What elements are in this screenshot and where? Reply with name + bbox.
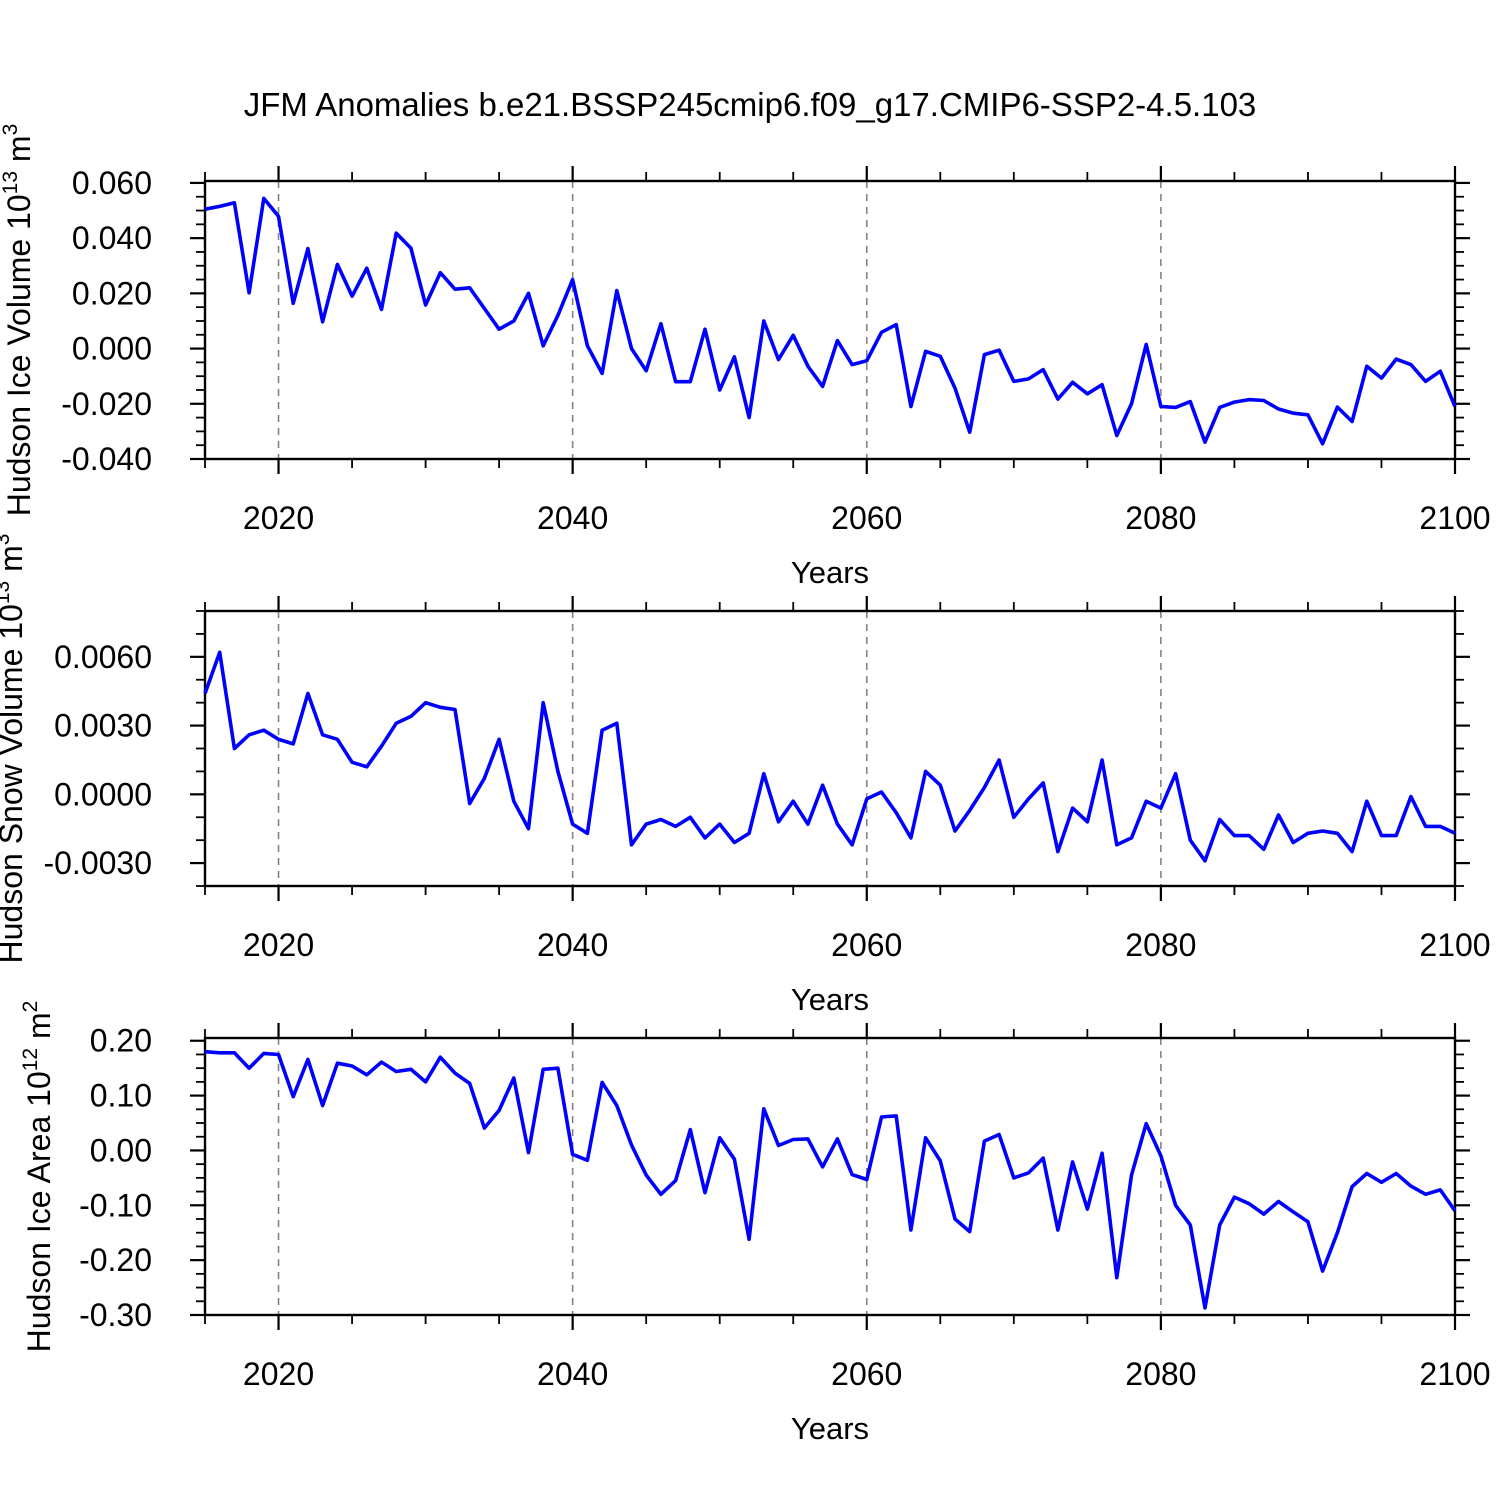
y-major-ticks: 0.0060 0.0030 0.0000 -0.0030 [43,639,1470,881]
y-tick-label: 0.0030 [54,708,152,744]
y-tick-label: -0.040 [61,441,152,477]
x-gridlines [277,1038,1162,1315]
x-gridlines [277,181,1162,459]
y-tick-label: -0.20 [79,1242,152,1278]
x-tick-label: 2100 [1419,927,1490,963]
y-major-ticks: 0.20 0.10 0.00 -0.10 -0.20 -0.30 [79,1023,1470,1333]
x-tick-label: 2020 [243,500,314,536]
series-line [203,650,1456,863]
x-tick-label: 2080 [1125,500,1196,536]
x-tick-label: 2100 [1419,1356,1490,1392]
x-tick-label: 2040 [537,927,608,963]
x-tick-label: 2060 [831,500,902,536]
x-tick-label: 2080 [1125,1356,1196,1392]
plot-frame [203,179,1457,461]
x-tick-label: 2020 [243,927,314,963]
x-axis-title: Years [791,1411,869,1446]
x-tick-label: 2080 [1125,927,1196,963]
y-tick-label: -0.020 [61,386,152,422]
x-tick-labels: 2020 2040 2060 2080 2100 [243,927,1491,963]
x-tick-label: 2040 [537,500,608,536]
y-tick-label: 0.00 [90,1132,152,1168]
y-axis-title: Hudson Ice Volume 1013 m3 [0,124,37,517]
x-tick-labels: 2020 2040 2060 2080 2100 [243,1356,1491,1392]
series-line [204,1049,1457,1310]
y-axis-title: Hudson Ice Area 1012 m2 [19,1001,57,1353]
y-minor-ticks [196,610,1464,887]
y-axis-title: Hudson Snow Volume 1013 m3 [0,534,29,964]
x-tick-label: 2020 [243,1356,314,1392]
x-tick-label: 2040 [537,1356,608,1392]
y-tick-label: 0.0000 [54,776,152,812]
plot-frame [203,1036,1457,1317]
x-tick-label: 2060 [831,1356,902,1392]
panel-hudson-ice-volume: 0.060 0.040 0.020 0.000 -0.020 -0.040 2020 2040… [0,124,1491,590]
x-gridlines [277,611,1162,886]
y-tick-label: 0.20 [90,1023,152,1059]
y-minor-ticks [196,1053,1464,1303]
x-ticks [204,166,1457,474]
y-tick-label: -0.10 [79,1187,152,1223]
y-tick-label: 0.020 [72,275,152,311]
x-ticks [204,1023,1457,1330]
y-minor-ticks [196,195,1464,447]
x-ticks [204,596,1457,901]
y-tick-label: 0.040 [72,220,152,256]
panel-hudson-snow-volume: 0.0060 0.0030 0.0000 -0.0030 2020 2040 2060 208… [0,534,1491,1017]
y-tick-label: 0.10 [90,1078,152,1114]
y-major-ticks: 0.060 0.040 0.020 0.000 -0.020 -0.040 [61,165,1470,477]
y-tick-label: -0.0030 [43,845,152,881]
x-tick-labels: 2020 2040 2060 2080 2100 [243,500,1491,536]
x-axis-title: Years [791,555,869,590]
series-line [204,196,1457,446]
x-tick-label: 2100 [1419,500,1490,536]
y-tick-label: 0.0060 [54,639,152,675]
y-tick-label: 0.000 [72,331,152,367]
x-axis-title: Years [791,982,869,1017]
x-tick-label: 2060 [831,927,902,963]
plot-frame [203,609,1457,888]
y-tick-label: -0.30 [79,1297,152,1333]
chart-title: JFM Anomalies b.e21.BSSP245cmip6.f09_g17… [243,86,1257,123]
y-tick-label: 0.060 [72,165,152,201]
